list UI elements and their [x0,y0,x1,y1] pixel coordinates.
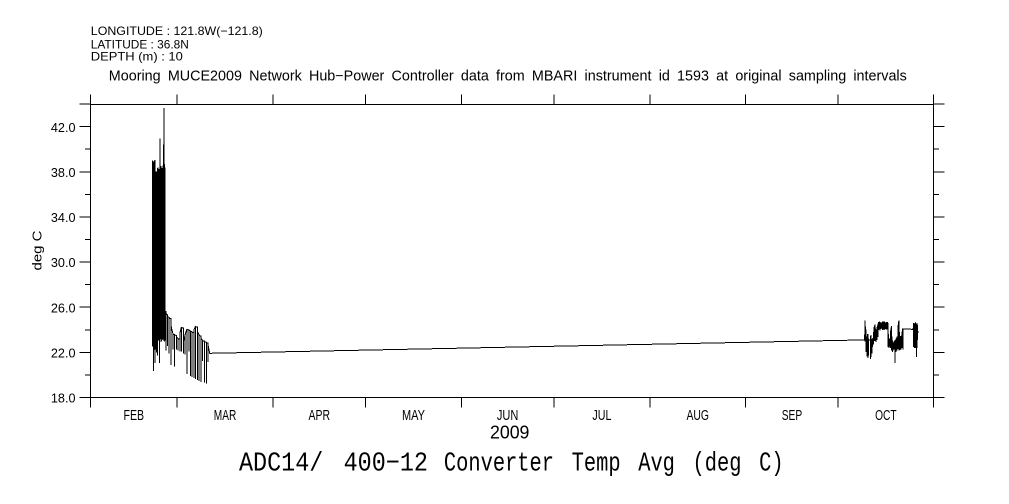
svg-text:Mooring MUCE2009 Network Hub−P: Mooring MUCE2009 Network Hub−Power Contr… [109,69,907,85]
svg-text:22.0: 22.0 [51,346,76,361]
svg-text:LONGITUDE : 121.8W(−121.8): LONGITUDE : 121.8W(−121.8) [91,24,263,38]
svg-text:26.0: 26.0 [51,300,76,315]
svg-text:OCT: OCT [875,407,897,424]
svg-text:18.0: 18.0 [51,391,76,406]
svg-text:SEP: SEP [782,407,803,424]
svg-text:FEB: FEB [124,407,145,424]
svg-text:2009: 2009 [490,422,530,443]
svg-text:MAY: MAY [402,407,425,424]
svg-text:deg C: deg C [30,231,45,271]
svg-text:38.0: 38.0 [51,165,76,180]
svg-text:ADC14/ 400−12: ADC14/ 400−12 [239,450,428,480]
svg-text:34.0: 34.0 [51,210,76,225]
svg-text:AUG: AUG [687,407,710,424]
svg-text:DEPTH (m) : 10: DEPTH (m) : 10 [91,50,183,64]
svg-text:30.0: 30.0 [51,255,76,270]
svg-text:42.0: 42.0 [51,120,76,135]
svg-text:JUL: JUL [592,407,611,424]
svg-text:LATITUDE : 36.8N: LATITUDE : 36.8N [91,37,189,51]
svg-text:Converter Temp Avg (deg C): Converter Temp Avg (deg C) [444,450,784,480]
svg-text:APR: APR [309,407,331,424]
svg-text:JUN: JUN [497,407,519,424]
svg-text:MAR: MAR [214,407,237,424]
